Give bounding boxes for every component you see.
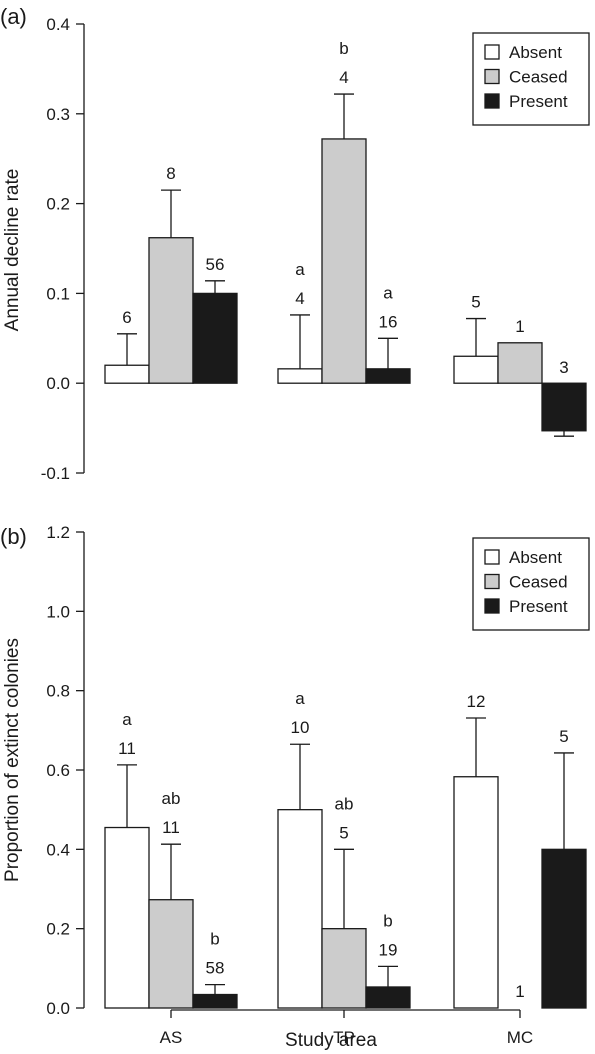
- panel-a-sample-size-label: 4: [339, 68, 348, 87]
- panel-a-plot: -0.1 0.0 0.1 0.2 0.3 0.4 6 4 a 5 8 4 b 1 56 16 a 3 Absent C…: [41, 15, 590, 483]
- panel-b-bar-present-mc: [541, 848, 587, 1009]
- panel-b-bar-ceased-tp: [321, 928, 367, 1009]
- panel-b-significance-letter: a: [295, 689, 305, 708]
- panel-a-sample-size-label: 5: [471, 293, 480, 312]
- panel-a-legend-swatch-absent: [484, 44, 500, 60]
- panel-b-sample-size-label: 5: [339, 823, 348, 842]
- panel-a-legend-label-absent: Absent: [509, 43, 562, 62]
- panel-a-sample-size-label: 8: [166, 164, 175, 183]
- panel-a-sample-size-label: 56: [206, 255, 225, 274]
- panel-a-significance-letter: a: [383, 283, 393, 302]
- panel-a-bar-present-as: [192, 292, 238, 384]
- panel-a-bar-ceased-tp: [321, 138, 367, 384]
- panel-a-sample-size-label: 4: [295, 289, 304, 308]
- panel-a-significance-letter: b: [339, 39, 348, 58]
- panel-a-sample-size-label: 1: [515, 317, 524, 336]
- panel-a-y-tick-label: 0.1: [46, 284, 70, 303]
- panel-a-bar-present-mc: [541, 382, 587, 432]
- panel-b-sample-size-label: 1: [515, 982, 524, 1001]
- panel-b-bar-present-tp: [365, 986, 411, 1009]
- panel-b-bar-absent-tp: [277, 809, 323, 1009]
- panel-b-sample-size-label: 11: [162, 818, 180, 837]
- panel-a-label: (a): [0, 4, 27, 29]
- panel-b-sample-size-label: 19: [379, 940, 398, 959]
- panel-b-significance-letter: a: [122, 710, 132, 729]
- panel-a-bar-present-tp: [365, 368, 411, 384]
- panel-b-significance-letter: ab: [335, 794, 354, 813]
- panel-b-legend-label-absent: Absent: [509, 548, 562, 567]
- panel-a-y-tick-label: -0.1: [41, 464, 70, 483]
- panel-b-sample-size-label: 12: [467, 692, 486, 711]
- x-axis-title: Study area: [285, 1030, 377, 1051]
- panel-b-significance-letter: b: [383, 911, 392, 930]
- panel-b-sample-size-label: 5: [559, 727, 568, 746]
- panel-a-sample-size-label: 16: [379, 312, 398, 331]
- panel-a-bar-absent-as: [104, 364, 150, 384]
- panel-a-bar-ceased-as: [148, 237, 194, 384]
- panel-b-x-tick-label: AS: [160, 1028, 183, 1047]
- panel-b-y-axis-title: Proportion of extinct colonies: [2, 638, 23, 882]
- panel-b-label: (b): [0, 524, 27, 549]
- panel-b-legend-swatch-absent: [484, 549, 500, 565]
- panel-b-y-tick-label: 1.2: [46, 523, 70, 542]
- panel-b-y-tick-label: 0.2: [46, 920, 70, 939]
- panel-b-x-tick-label: TP: [333, 1028, 355, 1047]
- panel-b-y-tick-label: 0.4: [46, 840, 70, 859]
- panel-b-bar-absent-mc: [453, 776, 499, 1009]
- panel-b-legend: Absent Ceased Present: [472, 537, 590, 631]
- panel-a-y-axis-title: Annual decline rate: [2, 169, 23, 332]
- panel-b-y-tick-label: 0.0: [46, 999, 70, 1018]
- panel-a-legend-swatch-ceased: [484, 68, 500, 85]
- panel-b-legend-swatch-present: [484, 598, 500, 614]
- panel-b-sample-size-label: 10: [291, 718, 310, 737]
- panel-a-y-tick-label: 0.0: [46, 374, 70, 393]
- panel-a-sample-size-label: 6: [122, 308, 131, 327]
- panel-b-sample-size-label: 58: [206, 959, 225, 978]
- panel-b-bar-present-as: [192, 993, 238, 1009]
- panel-a-sample-size-label: 3: [559, 358, 568, 377]
- panel-a-significance-letter: a: [295, 260, 305, 279]
- panel-b-y-tick-label: 0.8: [46, 682, 70, 701]
- panel-b-legend-swatch-ceased: [484, 573, 500, 590]
- panel-a-bar-absent-mc: [453, 355, 499, 384]
- panel-b-x-tick-label: MC: [507, 1028, 533, 1047]
- panel-b-bar-absent-as: [104, 826, 150, 1009]
- panel-a-y-tick-label: 0.3: [46, 105, 70, 124]
- panel-a-y-tick-label: 0.2: [46, 195, 70, 214]
- panel-a-y-tick-label: 0.4: [46, 15, 70, 34]
- panel-b-significance-letter: b: [210, 930, 219, 949]
- panel-b-legend-label-present: Present: [509, 597, 568, 616]
- panel-a-bar-absent-tp: [277, 368, 323, 384]
- panel-b-sample-size-label: 11: [118, 739, 136, 758]
- panel-b-bar-ceased-as: [148, 899, 194, 1009]
- panel-a-legend: Absent Ceased Present: [472, 32, 590, 126]
- panel-a-bar-ceased-mc: [497, 342, 543, 384]
- panel-a-legend-label-present: Present: [509, 92, 568, 111]
- panel-b-plot: 0.0 0.2 0.4 0.6 0.8 1.0 1.2 11 a 10 a 12 11 ab 5 ab 1 58 b…: [46, 523, 590, 1047]
- panel-b-y-tick-label: 1.0: [46, 602, 70, 621]
- panel-b-legend-label-ceased: Ceased: [509, 573, 568, 592]
- panel-a-legend-swatch-present: [484, 93, 500, 109]
- panel-b-y-tick-label: 0.6: [46, 761, 70, 780]
- panel-a-legend-label-ceased: Ceased: [509, 68, 568, 87]
- panel-b-significance-letter: ab: [162, 789, 181, 808]
